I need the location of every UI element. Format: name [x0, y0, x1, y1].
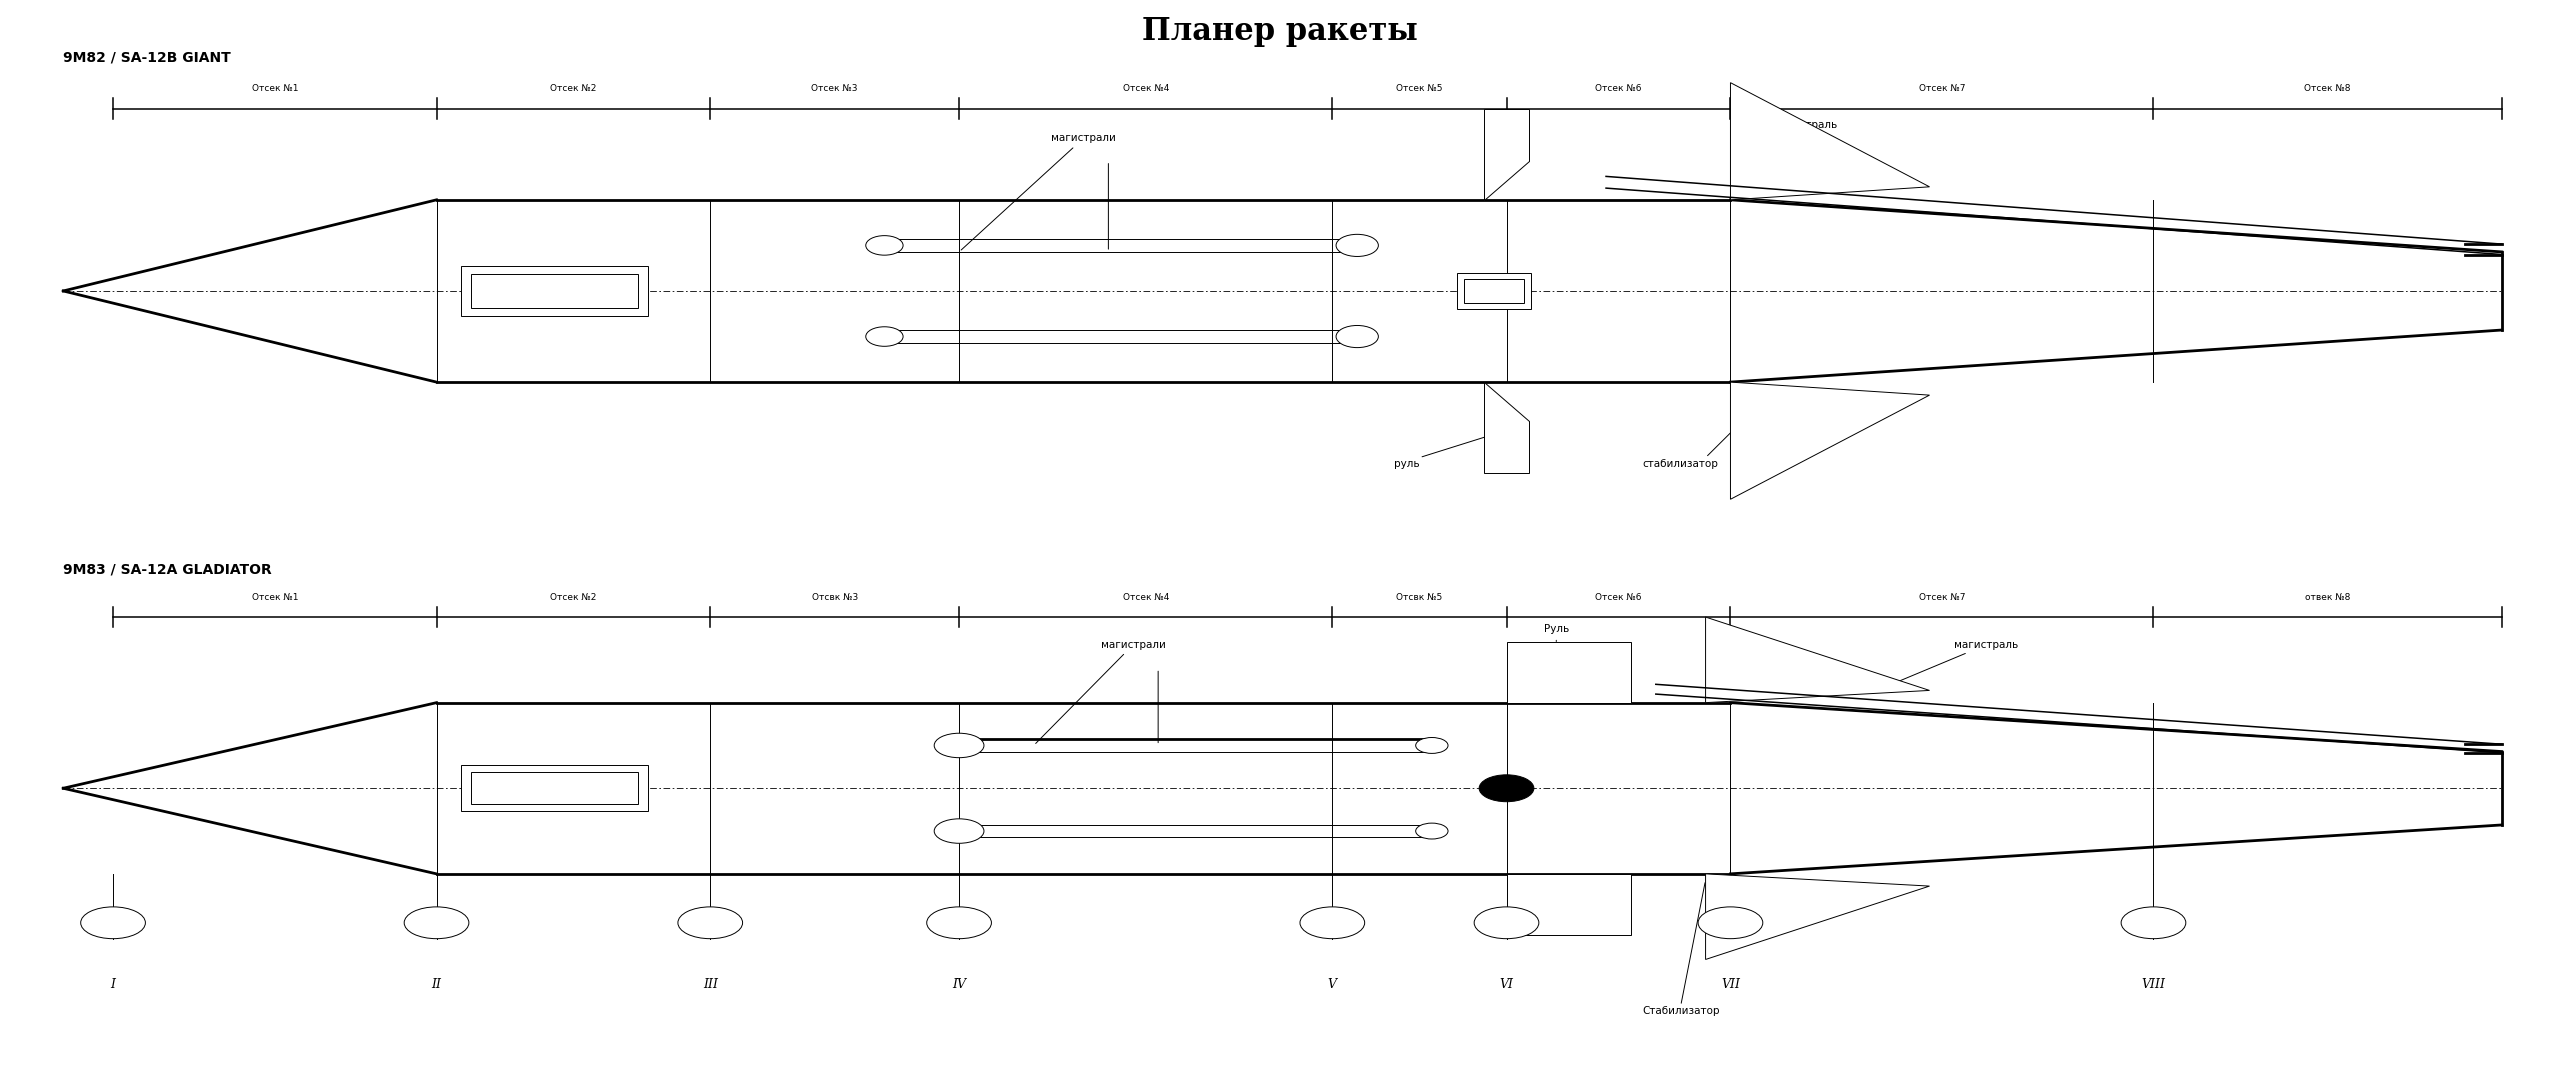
Circle shape	[1416, 738, 1449, 753]
Text: VI: VI	[1500, 978, 1513, 991]
Polygon shape	[1731, 83, 1930, 199]
Text: 9М83 / SA-12A GLADIATOR: 9М83 / SA-12A GLADIATOR	[64, 562, 271, 576]
Bar	[471, 773, 637, 804]
Text: магистрали: магистрали	[1037, 640, 1165, 743]
Polygon shape	[1505, 642, 1631, 703]
Circle shape	[1300, 907, 1364, 938]
Text: Отсек №5: Отсек №5	[1395, 84, 1444, 93]
Bar	[471, 274, 637, 307]
Text: Отсек №6: Отсек №6	[1595, 84, 1641, 93]
Text: Отсвк №5: Отсвк №5	[1395, 593, 1441, 603]
Text: Отсек №4: Отсек №4	[1121, 593, 1170, 603]
Circle shape	[934, 819, 983, 844]
Polygon shape	[1705, 617, 1930, 703]
Circle shape	[934, 734, 983, 758]
Text: Отсек №1: Отсек №1	[251, 593, 297, 603]
Bar	[461, 266, 648, 316]
Text: II: II	[433, 978, 440, 991]
Text: III: III	[704, 978, 717, 991]
Circle shape	[1480, 775, 1533, 802]
Text: Руль: Руль	[1544, 623, 1569, 633]
Circle shape	[1475, 907, 1539, 938]
Text: Отсек №3: Отсек №3	[812, 84, 858, 93]
Text: Планер ракеты: Планер ракеты	[1142, 16, 1418, 47]
Text: руль: руль	[1395, 459, 1421, 469]
Circle shape	[1416, 823, 1449, 839]
Polygon shape	[1505, 874, 1631, 935]
Text: магистраль: магистраль	[1774, 120, 1838, 180]
Text: VIII: VIII	[2143, 978, 2166, 991]
Text: Отсвк №3: Отсвк №3	[812, 593, 858, 603]
Text: Отсек №2: Отсек №2	[550, 593, 596, 603]
Text: Стабилизатор: Стабилизатор	[1641, 1006, 1720, 1017]
Text: IV: IV	[952, 978, 965, 991]
Text: Отсек №4: Отсек №4	[1121, 84, 1170, 93]
Bar	[1457, 272, 1531, 310]
Text: Отсек №8: Отсек №8	[2304, 84, 2350, 93]
Text: Отсек №6: Отсек №6	[1595, 593, 1641, 603]
Polygon shape	[1485, 109, 1528, 199]
Text: 9М82 / SA-12B GIANT: 9М82 / SA-12B GIANT	[64, 50, 230, 64]
Circle shape	[82, 907, 146, 938]
Polygon shape	[1731, 383, 1930, 499]
Circle shape	[678, 907, 742, 938]
Text: Отсек №1: Отсек №1	[251, 84, 297, 93]
Bar	[1464, 279, 1523, 303]
Circle shape	[1697, 907, 1764, 938]
Circle shape	[1336, 234, 1377, 256]
Circle shape	[1336, 326, 1377, 348]
Text: Отсек №7: Отсек №7	[1917, 593, 1966, 603]
Text: Отсек №2: Отсек №2	[550, 84, 596, 93]
Text: I: I	[110, 978, 115, 991]
Circle shape	[865, 235, 904, 255]
Text: Отсек №7: Отсек №7	[1917, 84, 1966, 93]
Circle shape	[927, 907, 991, 938]
Text: отвек №8: отвек №8	[2304, 593, 2350, 603]
Text: магистраль: магистраль	[1882, 640, 2020, 688]
Bar	[461, 765, 648, 811]
Circle shape	[2122, 907, 2186, 938]
Text: V: V	[1329, 978, 1336, 991]
Text: стабилизатор: стабилизатор	[1644, 459, 1718, 469]
Polygon shape	[1485, 383, 1528, 473]
Text: магистрали: магистрали	[960, 133, 1116, 250]
Circle shape	[404, 907, 468, 938]
Polygon shape	[1705, 874, 1930, 959]
Text: VII: VII	[1720, 978, 1741, 991]
Circle shape	[865, 327, 904, 347]
